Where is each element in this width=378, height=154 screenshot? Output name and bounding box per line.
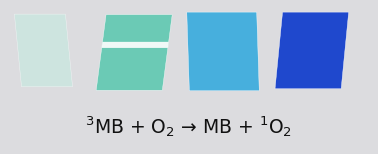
Text: $^{3}$MB + O$_{2}$ → MB + $^{1}$O$_{2}$: $^{3}$MB + O$_{2}$ → MB + $^{1}$O$_{2}$ <box>85 114 293 139</box>
Polygon shape <box>14 14 73 87</box>
Polygon shape <box>102 42 169 48</box>
Polygon shape <box>96 15 172 90</box>
Polygon shape <box>187 12 259 91</box>
Polygon shape <box>275 12 349 89</box>
